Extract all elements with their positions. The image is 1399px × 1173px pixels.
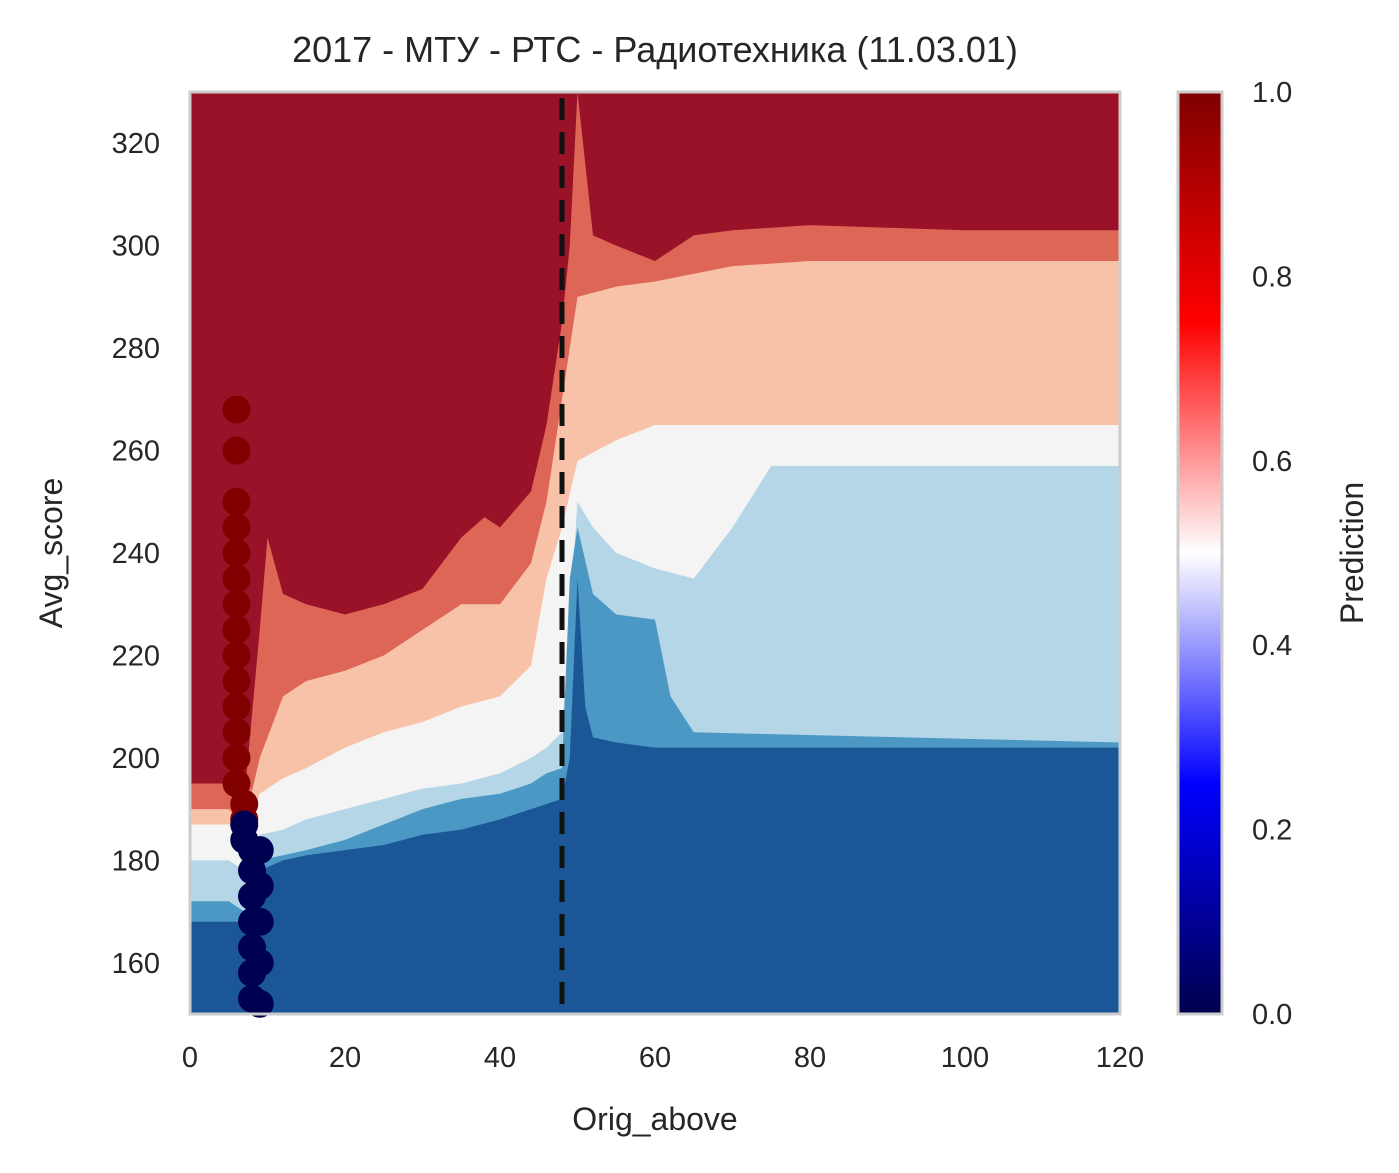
colorbar-tick-label: 0.0	[1252, 999, 1292, 1031]
scatter-points	[222, 395, 274, 1018]
scatter-point-positive	[222, 590, 251, 619]
y-tick-label: 240	[112, 538, 160, 570]
scatter-point-positive	[222, 564, 251, 593]
scatter-point-positive	[222, 692, 251, 721]
y-tick-label: 160	[112, 948, 160, 980]
scatter-point-positive	[222, 487, 251, 516]
scatter-point-positive	[222, 641, 251, 670]
scatter-point-negative	[245, 907, 274, 936]
y-tick-label: 300	[112, 231, 160, 263]
colorbar-tick-label: 0.4	[1252, 630, 1292, 662]
scatter-point-positive	[222, 513, 251, 542]
plot-frame	[188, 90, 1122, 1016]
scatter-point-positive	[222, 436, 251, 465]
x-tick-label: 20	[329, 1042, 361, 1074]
y-tick-label: 220	[112, 640, 160, 672]
colorbar-label: Prediction	[1334, 482, 1370, 624]
scatter-point-negative	[245, 871, 274, 900]
y-tick-label: 320	[112, 128, 160, 160]
colorbar	[1176, 90, 1224, 1016]
scatter-point-positive	[222, 615, 251, 644]
colorbar-tick-label: 0.2	[1252, 815, 1292, 847]
colorbar-tick-label: 1.0	[1252, 77, 1292, 109]
x-tick-label: 80	[794, 1042, 826, 1074]
scatter-point-positive	[222, 395, 251, 424]
x-tick-label: 120	[1096, 1042, 1144, 1074]
scatter-point-negative	[245, 948, 274, 977]
x-tick-label: 40	[484, 1042, 516, 1074]
contour-band-very-low	[190, 578, 1120, 1014]
scatter-point-positive	[222, 718, 251, 747]
y-tick-label: 260	[112, 436, 160, 468]
chart-title: 2017 - МТУ - РТС - Радиотехника (11.03.0…	[292, 29, 1018, 70]
colorbar-tick-label: 0.8	[1252, 261, 1292, 293]
x-tick-label: 0	[182, 1042, 198, 1074]
colorbar-tick-label: 0.6	[1252, 446, 1292, 478]
contour-plot-area	[190, 92, 1120, 1014]
scatter-point-positive	[222, 743, 251, 772]
scatter-point-positive	[222, 539, 251, 567]
x-axis-label: Orig_above	[572, 1101, 737, 1137]
colorbar-tick-labels: 0.0 0.2 0.4 0.6 0.8 1.0	[1252, 77, 1292, 1031]
y-axis-label: Avg_score	[33, 478, 69, 629]
y-tick-label: 200	[112, 743, 160, 775]
scatter-point-positive	[222, 667, 251, 696]
x-tick-label: 60	[639, 1042, 671, 1074]
y-tick-label: 280	[112, 333, 160, 365]
x-tick-label: 100	[941, 1042, 989, 1074]
y-tick-labels: 160 180 200 220 240 260 280 300 320	[112, 128, 160, 980]
x-tick-labels: 0 20 40 60 80 100 120	[182, 1042, 1144, 1074]
scatter-point-negative	[245, 836, 274, 865]
scatter-point-negative	[245, 989, 274, 1018]
y-tick-label: 180	[112, 845, 160, 877]
